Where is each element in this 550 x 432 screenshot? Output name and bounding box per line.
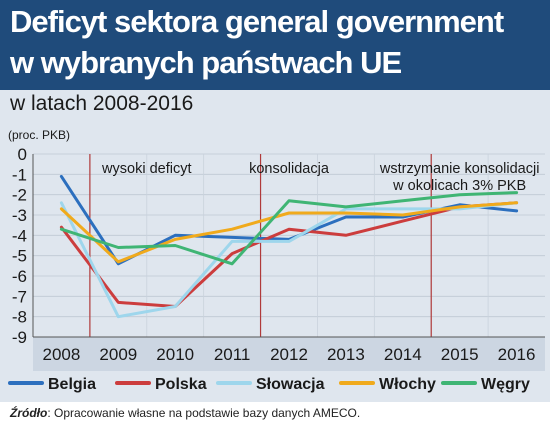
source-text: : Opracowanie własne na podstawie bazy d…	[47, 406, 361, 420]
legend-label: Belgia	[48, 376, 96, 393]
phase-label: wstrzymanie konsolidacji	[379, 161, 540, 177]
x-tick-label: 2015	[441, 345, 479, 364]
x-tick-label: 2012	[270, 345, 308, 364]
y-tick-label: -6	[12, 267, 27, 286]
series-line	[59, 191, 519, 266]
y-tick-label: -1	[12, 165, 27, 184]
series-line	[59, 201, 519, 264]
phase-label: wysoki deficyt	[101, 161, 191, 177]
y-tick-label: 0	[18, 145, 27, 164]
x-tick-label: 2013	[327, 345, 365, 364]
y-tick-label: -5	[12, 247, 27, 266]
y-tick-label: -8	[12, 308, 27, 327]
y-tick-label: -7	[12, 287, 27, 306]
y-tick-label: -9	[12, 328, 27, 347]
y-tick-label: -3	[12, 206, 27, 225]
series-line	[59, 201, 519, 308]
x-axis-band	[33, 337, 545, 371]
y-unit-label: (proc. PKB)	[8, 128, 71, 142]
x-tick-label: 2016	[498, 345, 536, 364]
x-tick-label: 2008	[43, 345, 81, 364]
chart-title-line2: w wybranych państwach UE	[10, 45, 402, 80]
y-tick-label: -2	[12, 186, 27, 205]
legend-label: Węgry	[481, 376, 530, 393]
header-banner: Deficyt sektora general government w wyb…	[0, 0, 550, 90]
legend-label: Polska	[155, 376, 207, 393]
x-tick-label: 2009	[99, 345, 137, 364]
source-label: Źródło	[10, 406, 48, 420]
x-tick-label: 2011	[214, 345, 251, 364]
legend-label: Włochy	[379, 376, 436, 393]
legend-label: Słowacja	[256, 376, 325, 393]
y-tick-label: -4	[12, 226, 27, 245]
source-note: Źródło: Opracowanie własne na podstawie …	[10, 406, 360, 420]
x-tick-label: 2010	[156, 345, 194, 364]
phase-label: konsolidacja	[249, 161, 330, 177]
chart-subtitle: w latach 2008-2016	[10, 92, 194, 115]
x-tick-label: 2014	[384, 345, 422, 364]
chart-title-line1: Deficyt sektora general government	[10, 4, 504, 39]
phase-label: w okolicach 3% PKB	[392, 178, 526, 194]
